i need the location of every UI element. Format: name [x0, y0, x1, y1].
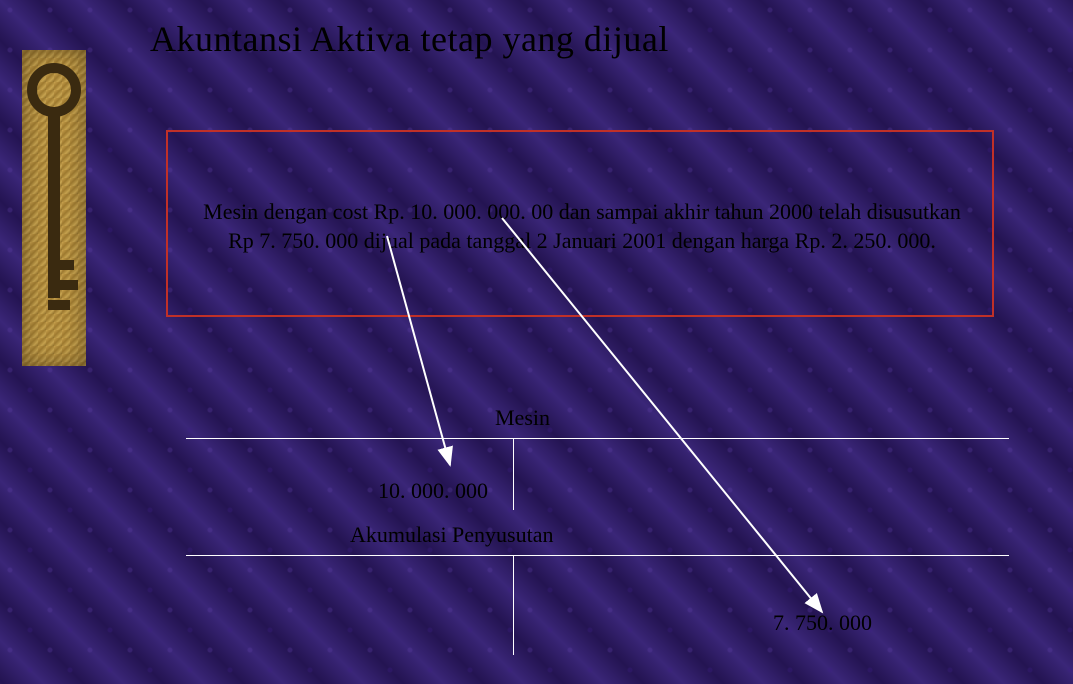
t-account-akum-center-line — [513, 555, 514, 655]
key-icon — [22, 50, 86, 366]
t-account-mesin-debit: 10. 000. 000 — [378, 478, 488, 504]
slide-background — [0, 0, 1073, 684]
example-text: Mesin dengan cost Rp. 10. 000. 000. 00 d… — [192, 198, 972, 255]
slide-title: Akuntansi Aktiva tetap yang dijual — [150, 18, 669, 60]
t-account-mesin-center-line — [513, 438, 514, 510]
example-line-1: Mesin dengan cost Rp. 10. 000. 000. 00 d… — [203, 199, 961, 224]
slide: Akuntansi Aktiva tetap yang dijual Mesin… — [0, 0, 1073, 684]
t-account-mesin-label: Mesin — [495, 405, 550, 431]
t-account-akum-label: Akumulasi Penyusutan — [350, 522, 554, 548]
example-line-2: Rp 7. 750. 000 dijual pada tanggal 2 Jan… — [228, 228, 936, 253]
t-account-mesin-top-line — [186, 438, 1009, 439]
t-account-akum-credit: 7. 750. 000 — [773, 610, 872, 636]
t-account-akum-top-line — [186, 555, 1009, 556]
